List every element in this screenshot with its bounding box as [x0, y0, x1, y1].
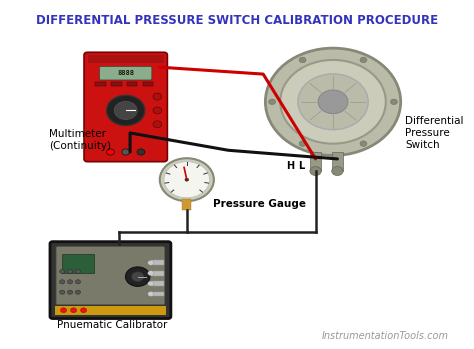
Bar [62, 254, 94, 273]
Circle shape [107, 95, 145, 126]
FancyBboxPatch shape [84, 52, 167, 162]
Bar [127, 82, 137, 86]
Text: 8888: 8888 [117, 70, 134, 76]
Bar [182, 199, 191, 210]
Circle shape [153, 93, 162, 100]
Circle shape [360, 141, 367, 146]
Circle shape [134, 125, 137, 127]
Circle shape [75, 290, 81, 294]
Circle shape [299, 141, 306, 146]
Circle shape [332, 166, 343, 176]
Circle shape [148, 260, 154, 265]
Circle shape [75, 280, 81, 284]
Circle shape [269, 99, 275, 105]
Circle shape [143, 101, 146, 103]
Circle shape [185, 178, 189, 181]
Bar [143, 82, 153, 86]
Circle shape [164, 162, 210, 198]
Bar [310, 152, 321, 171]
Text: InstrumentationTools.com: InstrumentationTools.com [322, 331, 449, 341]
Circle shape [137, 149, 145, 155]
Circle shape [67, 290, 73, 294]
Bar [55, 306, 166, 315]
Circle shape [60, 290, 65, 294]
FancyBboxPatch shape [100, 66, 152, 80]
Circle shape [318, 90, 348, 114]
Circle shape [134, 94, 137, 96]
Circle shape [132, 272, 144, 282]
Text: DIFFERENTIAL PRESSURE SWITCH CALIBRATION PROCEDURE: DIFFERENTIAL PRESSURE SWITCH CALIBRATION… [36, 14, 438, 27]
Circle shape [298, 74, 368, 130]
Text: Pressure Gauge: Pressure Gauge [213, 199, 306, 209]
Circle shape [67, 280, 73, 284]
Circle shape [107, 149, 114, 155]
Circle shape [81, 308, 87, 313]
Circle shape [114, 101, 137, 120]
Bar [151, 291, 164, 296]
Circle shape [391, 99, 397, 105]
Circle shape [153, 107, 162, 114]
Circle shape [148, 291, 154, 296]
Circle shape [121, 92, 125, 95]
Text: Pnuematic Calibrator: Pnuematic Calibrator [57, 320, 168, 330]
Circle shape [61, 308, 66, 313]
Circle shape [67, 269, 73, 274]
Circle shape [126, 267, 150, 286]
Circle shape [121, 126, 125, 129]
FancyBboxPatch shape [56, 246, 165, 305]
Circle shape [310, 166, 321, 176]
Circle shape [143, 118, 146, 120]
Text: Differential
Pressure
Switch: Differential Pressure Switch [405, 116, 464, 150]
Bar [151, 271, 164, 276]
Bar [151, 281, 164, 286]
Circle shape [153, 121, 162, 128]
Circle shape [60, 269, 65, 274]
Circle shape [299, 57, 306, 63]
Circle shape [280, 60, 386, 144]
Circle shape [265, 48, 401, 155]
Circle shape [360, 57, 367, 63]
Circle shape [122, 149, 129, 155]
Circle shape [71, 308, 77, 313]
Circle shape [110, 122, 113, 125]
Text: H: H [286, 161, 294, 171]
Circle shape [103, 104, 107, 107]
Bar [151, 260, 164, 265]
Text: L: L [299, 161, 305, 171]
Bar [332, 152, 343, 171]
Circle shape [110, 96, 113, 99]
Bar [88, 55, 164, 64]
Circle shape [75, 269, 81, 274]
Circle shape [148, 271, 154, 276]
Bar [95, 82, 106, 86]
Text: Multimeter
(Continuity): Multimeter (Continuity) [49, 129, 111, 151]
Circle shape [148, 281, 154, 286]
Circle shape [160, 158, 214, 201]
Circle shape [60, 280, 65, 284]
Bar [111, 82, 121, 86]
FancyBboxPatch shape [50, 242, 171, 319]
Circle shape [103, 114, 107, 117]
